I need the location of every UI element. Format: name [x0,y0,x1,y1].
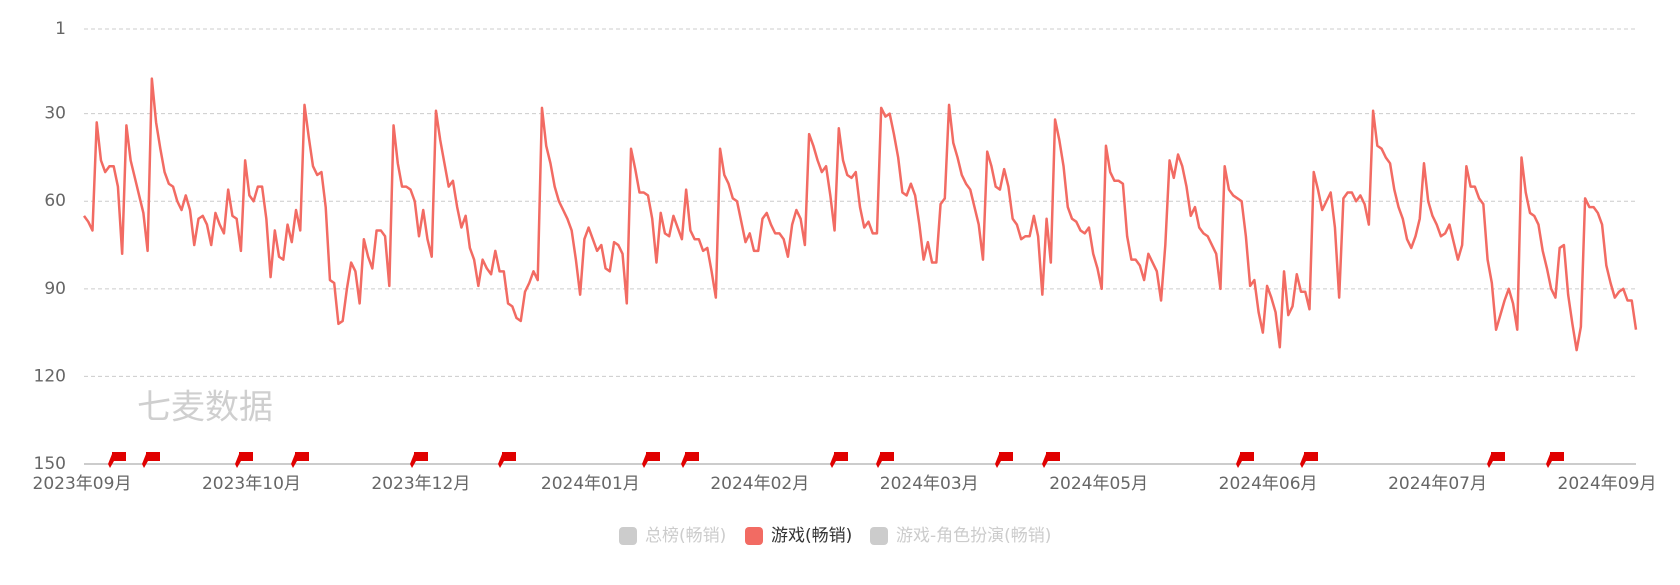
event-flag [498,452,516,468]
x-tick-label: 2023年09月 [33,474,132,494]
x-tick-label: 2023年12月 [371,474,470,494]
watermark: 七麦数据 [137,388,273,428]
x-tick-label: 2024年05月 [1049,474,1148,494]
event-flag [681,452,699,468]
series-line [82,77,1638,352]
y-tick-label: 60 [44,191,66,211]
flag-shape [291,452,309,468]
event-flag [1487,452,1505,468]
event-flag [642,452,660,468]
x-tick-label: 2023年10月 [202,474,301,494]
y-tick-label: 90 [44,279,66,299]
event-flag [142,452,160,468]
flag-shape [1236,452,1254,468]
flag-shape [642,452,660,468]
legend-label: 总榜(畅销) [645,526,726,546]
flag-shape [1042,452,1060,468]
flag-shape [1546,452,1564,468]
flag-shape [995,452,1013,468]
flag-shape [681,452,699,468]
event-flag [1300,452,1318,468]
legend-label: 游戏-角色扮演(畅销) [896,526,1051,546]
legend-swatch [619,527,637,545]
x-tick-label: 2024年07月 [1388,474,1487,494]
flag-shape [876,452,894,468]
event-flag [410,452,428,468]
event-flag [995,452,1013,468]
flag-shape [1487,452,1505,468]
flag-shape [410,452,428,468]
flag-shape [830,452,848,468]
x-tick-label: 2024年06月 [1219,474,1318,494]
flag-shape [108,452,126,468]
x-tick-label: 2024年09月 [1558,474,1657,494]
event-flag [1236,452,1254,468]
x-tick-label: 2024年02月 [710,474,809,494]
x-tick-label: 2024年01月 [541,474,640,494]
y-tick-label: 1 [55,19,66,39]
event-flag [235,452,253,468]
event-flag [291,452,309,468]
event-flag [830,452,848,468]
event-flag [108,452,126,468]
flag-shape [1300,452,1318,468]
event-flag [876,452,894,468]
flag-shape [235,452,253,468]
flag-shape [498,452,516,468]
legend-swatch [745,527,763,545]
y-tick-label: 150 [34,454,66,474]
event-flag [1042,452,1060,468]
legend-swatch [870,527,888,545]
y-tick-label: 30 [44,104,66,124]
event-flag [1546,452,1564,468]
x-tick-label: 2024年03月 [880,474,979,494]
flag-shape [142,452,160,468]
legend-label: 游戏(畅销) [771,526,852,546]
y-tick-label: 120 [34,366,66,386]
